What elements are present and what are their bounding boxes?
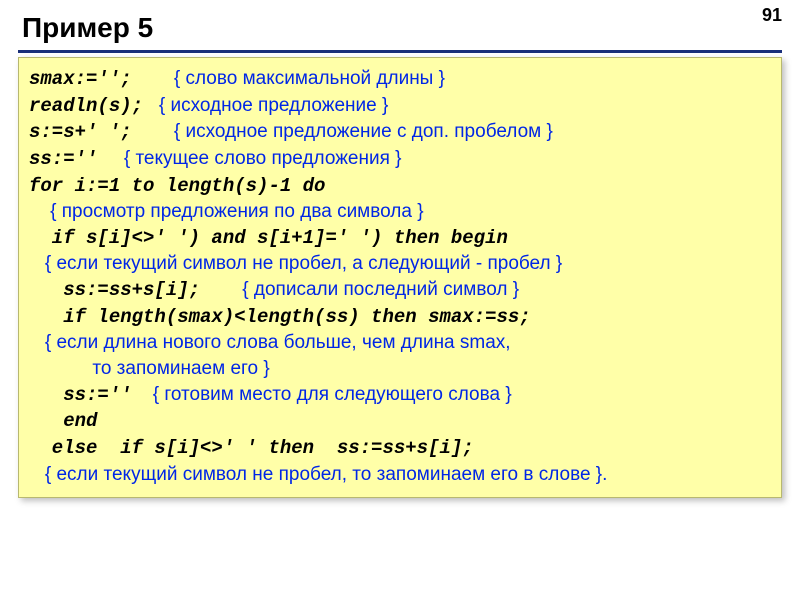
code-span: readln(s); [29,95,143,117]
comment-span: { готовим место для следующего слова } [132,384,512,405]
code-line: s:=s+' '; { исходное предложение с доп. … [29,119,771,146]
code-span: for i:=1 to length(s)-1 do [29,175,325,197]
comment-span: то запоминаем его } [29,358,270,379]
code-line: { если текущий символ не пробел, а следу… [29,251,771,277]
page-number: 91 [762,5,782,26]
code-span: s:=s+' '; [29,121,132,143]
code-line: ss:=ss+s[i]; { дописали последний символ… [29,277,771,304]
code-span: if s[i]<>' ') and s[i+1]=' ') then begin [29,227,508,249]
comment-span: { исходное предложение с доп. пробелом } [132,121,553,142]
code-line: smax:=''; { слово максимальной длины } [29,66,771,93]
comment-span: { просмотр предложения по два символа } [29,201,424,222]
code-line: if s[i]<>' ') and s[i+1]=' ') then begin [29,225,771,252]
comment-span: { исходное предложение } [143,95,388,116]
code-line: { если текущий символ не пробел, то запо… [29,462,771,488]
code-line: if length(smax)<length(ss) then smax:=ss… [29,304,771,331]
code-line: for i:=1 to length(s)-1 do [29,173,771,200]
code-span: if length(smax)<length(ss) then smax:=ss… [29,306,531,328]
code-line: else if s[i]<>' ' then ss:=ss+s[i]; [29,435,771,462]
code-span: ss:=ss+s[i]; [29,279,200,301]
comment-span: { если текущий символ не пробел, а следу… [29,253,562,274]
slide-title: Пример 5 [0,0,800,50]
code-line: { просмотр предложения по два символа } [29,199,771,225]
code-line: то запоминаем его } [29,356,771,382]
comment-span: { если текущий символ не пробел, то запо… [29,464,607,485]
code-block: smax:=''; { слово максимальной длины }re… [18,57,782,498]
comment-span: { если длина нового слова больше, чем дл… [29,332,511,353]
code-line: ss:='' { текущее слово предложения } [29,146,771,173]
code-span: end [29,410,97,432]
code-span: ss:='' [29,384,132,406]
code-span: ss:='' [29,148,97,170]
comment-span: { дописали последний символ } [200,279,519,300]
code-span: smax:=''; [29,68,132,90]
code-line: ss:='' { готовим место для следующего сл… [29,382,771,409]
code-span: else if s[i]<>' ' then ss:=ss+s[i]; [29,437,474,459]
title-underline [18,50,782,53]
code-line: { если длина нового слова больше, чем дл… [29,330,771,356]
code-line: readln(s); { исходное предложение } [29,93,771,120]
comment-span: { текущее слово предложения } [97,148,401,169]
code-line: end [29,408,771,435]
comment-span: { слово максимальной длины } [132,68,445,89]
